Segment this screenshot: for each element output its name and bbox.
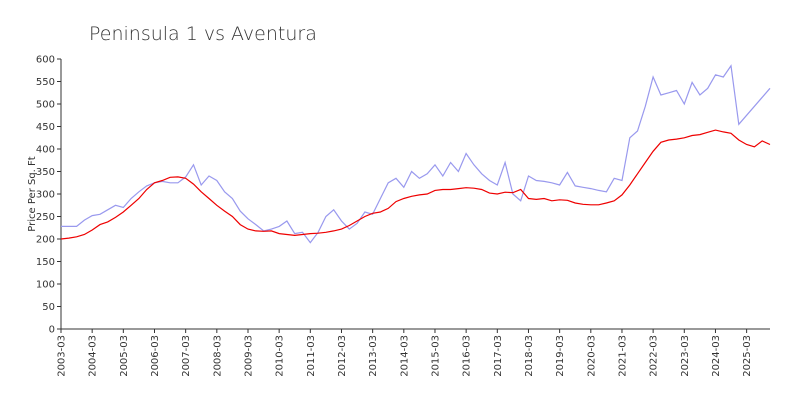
x-tick-label: 2004-03 (88, 335, 99, 377)
y-tick-label: 350 (36, 167, 55, 178)
x-tick-label: 2013-03 (368, 335, 379, 377)
series-line (60, 129, 771, 240)
x-tick-label: 2024-03 (711, 335, 722, 377)
x-tick-label: 2003-03 (57, 335, 68, 377)
x-tick-label: 2016-03 (462, 335, 473, 377)
x-tick-label: 2009-03 (243, 335, 254, 377)
y-tick-label: 300 (36, 190, 55, 201)
chart-title: Peninsula 1 vs Aventura (89, 23, 317, 45)
y-tick-label: 200 (36, 235, 55, 246)
y-tick-label: 450 (36, 122, 55, 133)
x-tick-label: 2023-03 (680, 335, 691, 377)
y-tick-label: 250 (36, 212, 55, 223)
y-tick-label: 600 (36, 55, 55, 66)
y-tick-label: 100 (36, 280, 55, 291)
x-tick-label: 2015-03 (430, 335, 441, 377)
series-line (61, 64, 771, 244)
x-tick-label: 2012-03 (337, 335, 348, 377)
x-tick-label: 2008-03 (212, 335, 223, 377)
x-tick-label: 2011-03 (306, 335, 317, 377)
y-tick-label: 50 (42, 302, 55, 313)
y-axis-label: Price Per Sq. Ft (27, 156, 38, 231)
x-tick-label: 2017-03 (493, 335, 504, 377)
x-tick-label: 2006-03 (150, 335, 161, 377)
y-tick-label: 400 (36, 145, 55, 156)
x-tick-label: 2018-03 (524, 335, 535, 377)
x-tick-label: 2022-03 (649, 335, 660, 377)
x-tick-label: 2007-03 (181, 335, 192, 377)
y-tick-label: 500 (36, 100, 55, 111)
x-tick-label: 2014-03 (399, 335, 410, 377)
y-tick-label: 150 (36, 257, 55, 268)
x-tick-label: 2025-03 (742, 335, 753, 377)
y-tick-label: 0 (49, 325, 55, 336)
x-tick-label: 2021-03 (617, 335, 628, 377)
x-tick-label: 2020-03 (586, 335, 597, 377)
x-tick-label: 2010-03 (275, 335, 286, 377)
y-tick-label: 550 (36, 77, 55, 88)
x-tick-label: 2019-03 (555, 335, 566, 377)
x-tick-label: 2005-03 (119, 335, 130, 377)
